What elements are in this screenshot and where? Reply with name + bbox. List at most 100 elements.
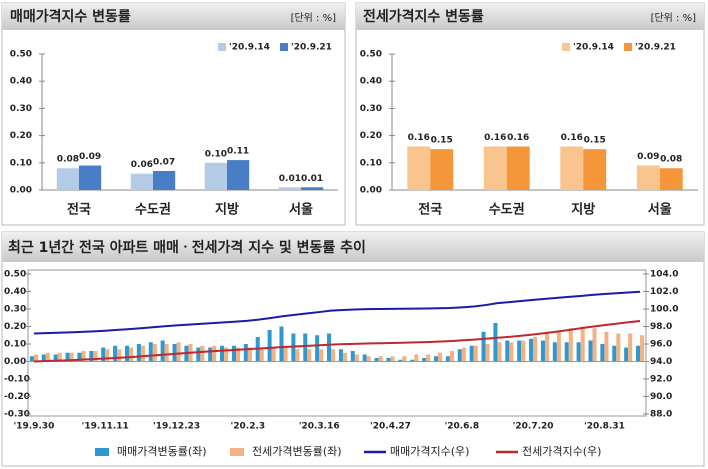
legend-label: '20.9.21 — [291, 43, 332, 53]
bar — [45, 352, 50, 362]
bar — [564, 342, 569, 362]
y-tick-label: 0.50 — [4, 270, 26, 280]
bar — [410, 359, 415, 362]
panel-header — [2, 3, 345, 30]
unit: [단위 : %] — [651, 11, 697, 24]
bar — [398, 359, 403, 362]
y-tick-label: 0.20 — [4, 322, 26, 332]
bar — [659, 168, 683, 190]
bar — [592, 328, 597, 362]
bar — [366, 356, 371, 362]
bar — [445, 356, 450, 362]
x-tick-label: '19.9.30 — [13, 422, 54, 432]
bar — [481, 331, 486, 362]
bar — [497, 342, 502, 362]
data-label: 0.09 — [637, 152, 659, 162]
chart-title: 최근 1년간 전국 아파트 매매ㆍ전세가격 지수 및 변동률 추이 — [8, 239, 366, 256]
data-label: 0.06 — [131, 160, 153, 170]
data-label: 0.15 — [584, 136, 606, 146]
bar — [315, 335, 320, 362]
x-tick-label: 전국 — [418, 202, 442, 218]
bar — [612, 345, 617, 362]
legend-swatch — [230, 448, 244, 456]
bar — [529, 338, 534, 362]
bar — [93, 351, 98, 362]
y2-tick-label: 92.0 — [650, 375, 672, 385]
data-label: 0.01 — [301, 174, 323, 184]
bar — [636, 165, 660, 190]
bar — [57, 352, 62, 362]
bar — [473, 345, 478, 362]
bar — [259, 347, 264, 362]
y-tick-label: -0.10 — [4, 375, 30, 385]
bar — [79, 165, 102, 190]
y2-tick-label: 102.0 — [650, 287, 678, 297]
bar — [140, 345, 145, 362]
x-tick-label: 수도권 — [489, 203, 525, 218]
y-tick-label: 0.00 — [4, 357, 26, 367]
bar — [433, 356, 439, 362]
chart-title: 매매가격지수 변동률 — [10, 8, 131, 25]
bar — [469, 345, 474, 362]
legend-swatch — [218, 43, 226, 51]
bar — [153, 170, 176, 190]
bar — [69, 352, 74, 362]
y-tick-label: 0.00 — [360, 186, 382, 196]
bar — [402, 356, 407, 362]
y-tick-label: 0.40 — [10, 77, 32, 87]
x-tick-label: '20.7.20 — [513, 422, 554, 432]
data-label: 0.08 — [660, 155, 682, 165]
bar — [422, 358, 427, 362]
bar — [160, 340, 165, 362]
bar — [331, 349, 336, 362]
bar — [438, 352, 443, 362]
bar — [580, 326, 585, 362]
y-tick-label: 0.10 — [4, 340, 26, 350]
bar — [220, 345, 225, 362]
bar — [616, 333, 621, 362]
bar — [604, 331, 609, 362]
bar — [506, 146, 530, 190]
bar — [640, 335, 645, 362]
panel-header — [356, 3, 704, 30]
bar — [113, 345, 118, 362]
bar — [303, 333, 308, 362]
data-label: 0.16 — [484, 133, 506, 143]
legend-swatch — [95, 448, 109, 456]
bar — [148, 342, 153, 362]
bar — [204, 162, 227, 190]
bar — [124, 345, 130, 362]
data-label: 0.16 — [561, 133, 583, 143]
y2-tick-label: 94.0 — [650, 357, 672, 367]
bar — [556, 331, 561, 362]
bar — [271, 347, 276, 362]
y-tick-label: 0.30 — [360, 104, 382, 114]
bar — [505, 340, 510, 362]
data-label: 0.15 — [431, 136, 453, 146]
y-tick-label: 0.40 — [4, 287, 26, 297]
x-tick-label: 서울 — [648, 202, 672, 218]
data-label: 0.16 — [507, 133, 529, 143]
line — [33, 290, 641, 335]
y2-tick-label: 104.0 — [650, 270, 678, 280]
x-tick-label: '19.11.11 — [82, 422, 129, 432]
y-tick-label: 0.10 — [10, 158, 32, 168]
y2-tick-label: 100.0 — [650, 305, 678, 315]
y2-tick-label: 96.0 — [650, 340, 672, 350]
x-tick-label: '20.4.27 — [370, 422, 411, 432]
y-tick-label: 0.10 — [360, 158, 382, 168]
data-label: 0.07 — [153, 157, 175, 167]
data-label: 0.11 — [227, 147, 249, 157]
bar — [378, 356, 383, 362]
bar — [152, 344, 157, 362]
bar — [136, 344, 141, 362]
bar — [533, 337, 538, 362]
bar — [231, 345, 236, 362]
legend-swatch — [562, 43, 570, 51]
y-tick-label: 0.50 — [360, 50, 382, 60]
data-label: 0.10 — [205, 149, 227, 159]
bar — [390, 356, 395, 362]
y-tick-label: 0.00 — [10, 186, 32, 196]
bar — [544, 333, 550, 362]
bar — [200, 345, 205, 362]
